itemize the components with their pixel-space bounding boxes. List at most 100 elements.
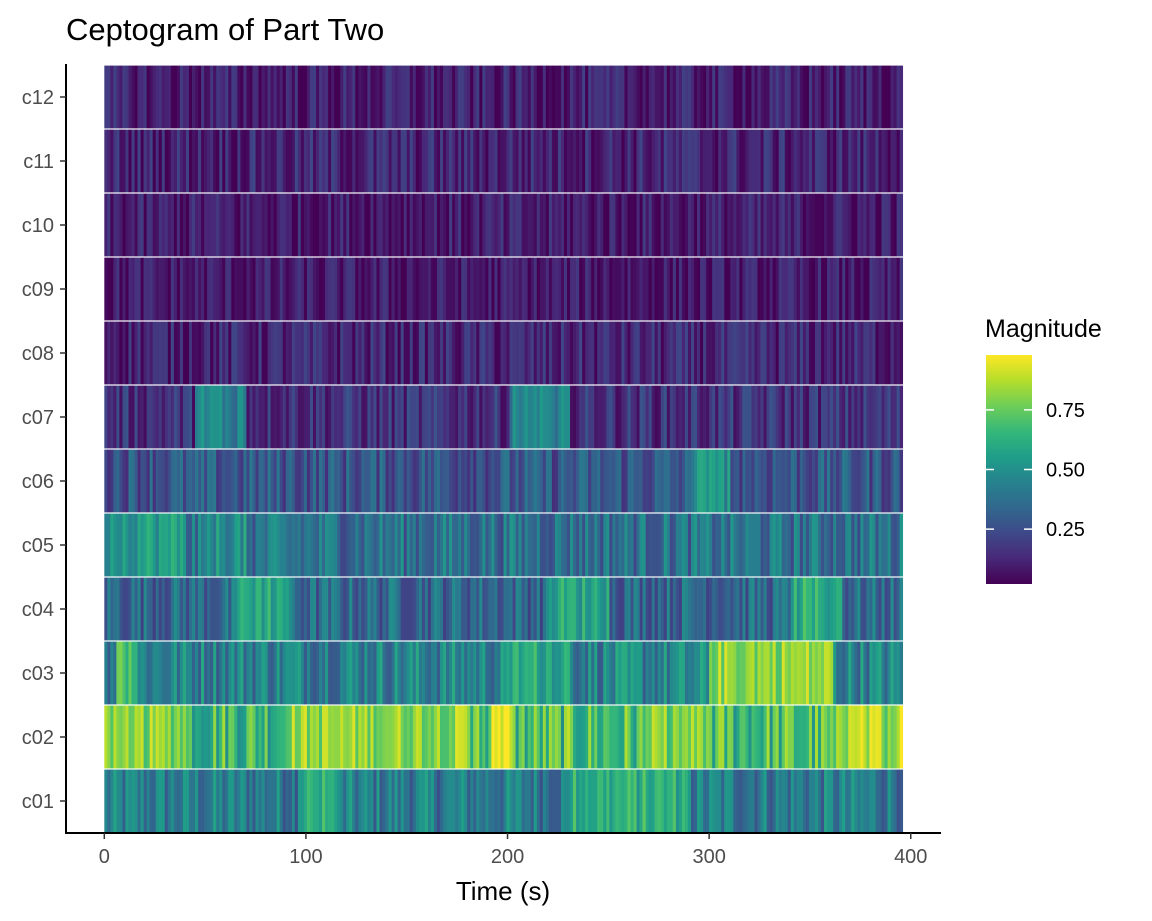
- heatmap-cell: [512, 513, 516, 577]
- heatmap-cell: [331, 193, 335, 257]
- heatmap-cell: [352, 577, 356, 641]
- heatmap-cell: [775, 705, 780, 769]
- heatmap-cell: [491, 449, 495, 513]
- heatmap-cell: [642, 65, 646, 129]
- heatmap-cell: [152, 193, 157, 257]
- heatmap-cell: [361, 65, 365, 129]
- heatmap-cell: [591, 641, 595, 705]
- heatmap-cell: [657, 257, 662, 321]
- heatmap-cell: [394, 449, 398, 513]
- heatmap-cell: [334, 321, 338, 385]
- heatmap-cell: [818, 513, 822, 577]
- heatmap-cell: [869, 449, 873, 513]
- heatmap-cell: [805, 321, 810, 385]
- heatmap-cell: [893, 129, 897, 193]
- heatmap-cell: [458, 705, 462, 769]
- heatmap-cell: [382, 577, 386, 641]
- heatmap-cell: [479, 577, 483, 641]
- heatmap-cell: [700, 257, 704, 321]
- heatmap-cell: [349, 769, 353, 833]
- heatmap-cell: [860, 129, 864, 193]
- heatmap-cell: [648, 513, 653, 577]
- heatmap-cell: [790, 513, 795, 577]
- heatmap-cell: [866, 577, 870, 641]
- heatmap-cell: [176, 385, 181, 449]
- heatmap-cell: [691, 641, 695, 705]
- heatmap-cell: [503, 129, 507, 193]
- heatmap-cell: [666, 321, 671, 385]
- heatmap-cell: [155, 129, 160, 193]
- heatmap-cell: [367, 321, 371, 385]
- heatmap-cell: [615, 257, 619, 321]
- heatmap-cell: [642, 449, 646, 513]
- heatmap-cell: [651, 641, 656, 705]
- heatmap-cell: [751, 193, 755, 257]
- heatmap-cell: [615, 65, 619, 129]
- heatmap-cell: [609, 65, 613, 129]
- heatmap-cell: [833, 129, 837, 193]
- heatmap-cell: [509, 193, 513, 257]
- heatmap-cell: [669, 449, 674, 513]
- heatmap-cell: [340, 513, 344, 577]
- heatmap-cell: [875, 705, 879, 769]
- heatmap-cell: [542, 321, 547, 385]
- heatmap-cell: [609, 257, 613, 321]
- heatmap-cell: [742, 449, 746, 513]
- heatmap-cell: [715, 385, 719, 449]
- heatmap-cell: [648, 385, 653, 449]
- heatmap-cell: [515, 641, 519, 705]
- heatmap-cell: [597, 321, 601, 385]
- heatmap-cell: [560, 193, 565, 257]
- heatmap-cell: [122, 65, 126, 129]
- heatmap-cell: [751, 385, 755, 449]
- heatmap-cell: [567, 449, 571, 513]
- heatmap-cell: [479, 705, 483, 769]
- heatmap-cell: [201, 321, 205, 385]
- heatmap-cell: [391, 385, 395, 449]
- heatmap-cell: [173, 577, 178, 641]
- heatmap-cell: [600, 449, 604, 513]
- heatmap-cell: [204, 257, 208, 321]
- heatmap-cell: [830, 65, 834, 129]
- heatmap-cell: [687, 193, 692, 257]
- heatmap-cell: [618, 129, 622, 193]
- heatmap-cell: [152, 513, 157, 577]
- heatmap-cell: [515, 321, 519, 385]
- heatmap-cell: [497, 321, 501, 385]
- heatmap-cell: [439, 65, 444, 129]
- heatmap-cell: [491, 257, 495, 321]
- heatmap-cell: [563, 577, 568, 641]
- heatmap-cell: [763, 577, 767, 641]
- heatmap-cell: [261, 257, 265, 321]
- heatmap-cell: [104, 705, 108, 769]
- heatmap-cell: [303, 193, 308, 257]
- heatmap-cell: [164, 769, 169, 833]
- heatmap-cell: [161, 65, 166, 129]
- heatmap-cell: [182, 513, 187, 577]
- heatmap-cell: [551, 705, 556, 769]
- heatmap-cell: [748, 449, 752, 513]
- heatmap-cell: [851, 321, 855, 385]
- heatmap-cell: [669, 257, 674, 321]
- heatmap-cell: [325, 385, 329, 449]
- heatmap-cell: [721, 705, 725, 769]
- heatmap-cell: [557, 65, 562, 129]
- heatmap-cell: [651, 129, 656, 193]
- heatmap-cell: [355, 641, 359, 705]
- heatmap-cell: [618, 577, 622, 641]
- heatmap-cell: [730, 449, 734, 513]
- heatmap-cell: [884, 321, 888, 385]
- heatmap-cell: [869, 577, 873, 641]
- heatmap-cell: [860, 769, 864, 833]
- heatmap-cell: [678, 577, 683, 641]
- heatmap-cell: [672, 449, 677, 513]
- heatmap-cell: [672, 577, 677, 641]
- heatmap-cell: [542, 705, 547, 769]
- heatmap-cell: [406, 321, 411, 385]
- heatmap-cell: [436, 257, 441, 321]
- heatmap-cell: [406, 257, 411, 321]
- heatmap-cell: [567, 257, 571, 321]
- heatmap-cell: [651, 769, 656, 833]
- heatmap-cell: [570, 449, 574, 513]
- heatmap-cell: [633, 577, 637, 641]
